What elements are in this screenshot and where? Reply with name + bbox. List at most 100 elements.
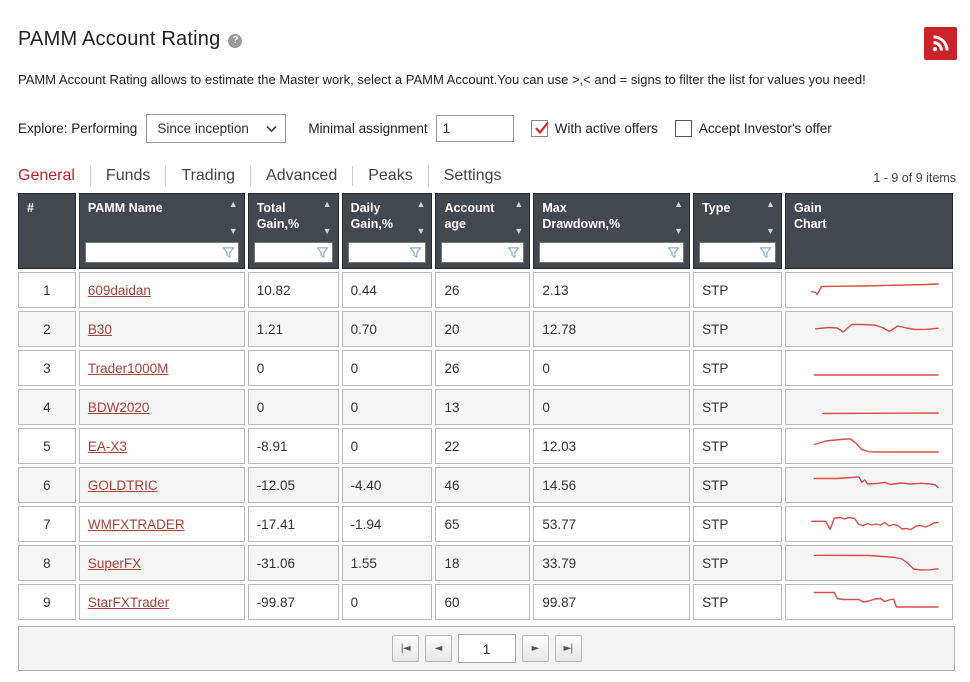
- column-filter-input-type[interactable]: [699, 242, 776, 263]
- pamm-name-cell: SuperFX: [78, 545, 245, 581]
- column-filter-input-age[interactable]: [441, 242, 525, 263]
- sort-desc-icon[interactable]: ▼: [322, 226, 332, 236]
- filter-bar: Explore: Performing Since inception Mini…: [18, 114, 956, 143]
- total-gain-cell: 1.21: [247, 311, 339, 347]
- filter-funnel-icon[interactable]: [316, 246, 329, 259]
- filter-funnel-icon[interactable]: [222, 246, 235, 259]
- sort-asc-icon[interactable]: ▲: [674, 199, 684, 209]
- column-filter-input-name[interactable]: [84, 242, 239, 263]
- pamm-account-link[interactable]: StarFXTrader: [87, 594, 170, 610]
- gain-sparkline: [822, 412, 939, 415]
- period-select[interactable]: Since inception: [146, 114, 287, 143]
- column-header-max_drawdown[interactable]: Max Drawdown,% ▲ ▼: [533, 193, 691, 269]
- sort-desc-icon[interactable]: ▼: [674, 226, 684, 236]
- red-check-icon: [534, 121, 549, 135]
- max-drawdown-cell: 2.13: [533, 272, 691, 308]
- explore-performing-label: Explore: Performing: [18, 121, 138, 136]
- column-header-type[interactable]: Type ▲ ▼: [693, 193, 782, 269]
- gain-chart-cell: [784, 584, 953, 620]
- help-icon[interactable]: ?: [228, 34, 243, 48]
- daily-gain-cell: 0: [341, 428, 433, 464]
- column-header-label: Account age: [444, 201, 495, 231]
- column-filter: [699, 242, 776, 263]
- pagination-last-button[interactable]: ►|: [554, 635, 582, 662]
- age-cell: 46: [435, 467, 531, 503]
- sort-arrows: ▲ ▼: [674, 200, 683, 236]
- gain-chart-cell: [784, 389, 953, 425]
- column-filter-input-total_gain[interactable]: [253, 242, 333, 263]
- pamm-name-cell: WMFXTRADER: [78, 506, 245, 542]
- sort-asc-icon[interactable]: ▲: [228, 199, 238, 209]
- pagination-next-button[interactable]: ►: [521, 635, 549, 662]
- column-header-num: #: [18, 193, 76, 269]
- max-drawdown-cell: 0: [533, 389, 691, 425]
- tab-advanced[interactable]: Advanced: [251, 166, 354, 186]
- type-cell: STP: [693, 311, 782, 347]
- row-number: 1: [18, 272, 76, 308]
- column-header-name[interactable]: PAMM Name ▲ ▼: [78, 193, 245, 269]
- gain-sparkline: [813, 554, 939, 571]
- gain-chart-cell: [784, 428, 953, 464]
- accept-investors-offer-option[interactable]: Accept Investor's offer: [674, 120, 832, 137]
- pagination-first-button[interactable]: |◄: [391, 635, 419, 662]
- sort-desc-icon[interactable]: ▼: [416, 226, 426, 236]
- row-number: 5: [18, 428, 76, 464]
- filter-funnel-icon[interactable]: [759, 246, 772, 259]
- pamm-account-link[interactable]: BDW2020: [87, 399, 150, 415]
- sort-desc-icon[interactable]: ▼: [514, 226, 524, 236]
- total-gain-cell: 0: [247, 389, 339, 425]
- pagination-page-input[interactable]: [457, 634, 516, 663]
- pamm-account-link[interactable]: SuperFX: [87, 555, 142, 571]
- minimal-assignment-input[interactable]: [435, 115, 514, 142]
- pamm-account-link[interactable]: 609daidan: [87, 282, 151, 298]
- with-active-offers-checkbox[interactable]: [530, 120, 549, 137]
- row-number: 7: [18, 506, 76, 542]
- tab-funds[interactable]: Funds: [91, 166, 167, 186]
- sort-asc-icon[interactable]: ▲: [416, 199, 426, 209]
- sort-asc-icon[interactable]: ▲: [322, 199, 332, 209]
- tab-peaks[interactable]: Peaks: [353, 166, 429, 186]
- accept-investors-offer-checkbox[interactable]: [674, 120, 692, 137]
- filter-funnel-icon[interactable]: [409, 246, 422, 259]
- total-gain-cell: -17.41: [247, 506, 339, 542]
- sort-desc-icon[interactable]: ▼: [228, 226, 238, 236]
- pamm-account-link[interactable]: GOLDTRIC: [87, 477, 158, 493]
- tab-trading[interactable]: Trading: [166, 166, 252, 186]
- sort-arrows: ▲ ▼: [417, 200, 426, 236]
- pamm-account-link[interactable]: EA-X3: [87, 438, 127, 454]
- age-cell: 13: [435, 389, 531, 425]
- pagination-prev-button[interactable]: ◄: [424, 635, 452, 662]
- column-filter-input-daily_gain[interactable]: [347, 242, 427, 263]
- table-row: 1 609daidan 10.82 0.44 26 2.13 STP: [18, 272, 953, 308]
- type-cell: STP: [693, 584, 782, 620]
- pamm-account-link[interactable]: WMFXTRADER: [87, 516, 185, 532]
- sort-arrows: ▲ ▼: [766, 200, 775, 236]
- type-cell: STP: [693, 467, 782, 503]
- daily-gain-cell: 0: [341, 584, 433, 620]
- column-header-total_gain[interactable]: Total Gain,% ▲ ▼: [247, 193, 339, 269]
- age-cell: 22: [435, 428, 531, 464]
- column-filter-input-max_drawdown[interactable]: [539, 242, 685, 263]
- sort-desc-icon[interactable]: ▼: [766, 226, 775, 236]
- column-header-age[interactable]: Account age ▲ ▼: [435, 193, 531, 269]
- pamm-account-link[interactable]: B30: [87, 321, 112, 337]
- period-select-value: Since inception: [157, 121, 249, 136]
- chevron-down-icon: [266, 125, 277, 132]
- tab-settings[interactable]: Settings: [443, 167, 502, 184]
- with-active-offers-label: With active offers: [554, 121, 658, 136]
- with-active-offers-option[interactable]: With active offers: [530, 120, 658, 137]
- sort-asc-icon[interactable]: ▲: [766, 199, 775, 209]
- gain-sparkline: [813, 591, 939, 608]
- sort-asc-icon[interactable]: ▲: [514, 199, 524, 209]
- rss-feed-button[interactable]: [924, 27, 957, 60]
- gain-chart-cell: [784, 350, 953, 386]
- tab-general[interactable]: General: [18, 166, 91, 186]
- filter-funnel-icon[interactable]: [507, 246, 520, 259]
- pamm-name-cell: Trader1000M: [78, 350, 245, 386]
- filter-funnel-icon[interactable]: [667, 246, 680, 259]
- daily-gain-cell: 0.44: [341, 272, 433, 308]
- pamm-account-link[interactable]: Trader1000M: [87, 360, 169, 376]
- table-row: 5 EA-X3 -8.91 0 22 12.03 STP: [18, 428, 953, 464]
- column-header-daily_gain[interactable]: Daily Gain,% ▲ ▼: [341, 193, 433, 269]
- sort-arrows: ▲ ▼: [514, 200, 523, 236]
